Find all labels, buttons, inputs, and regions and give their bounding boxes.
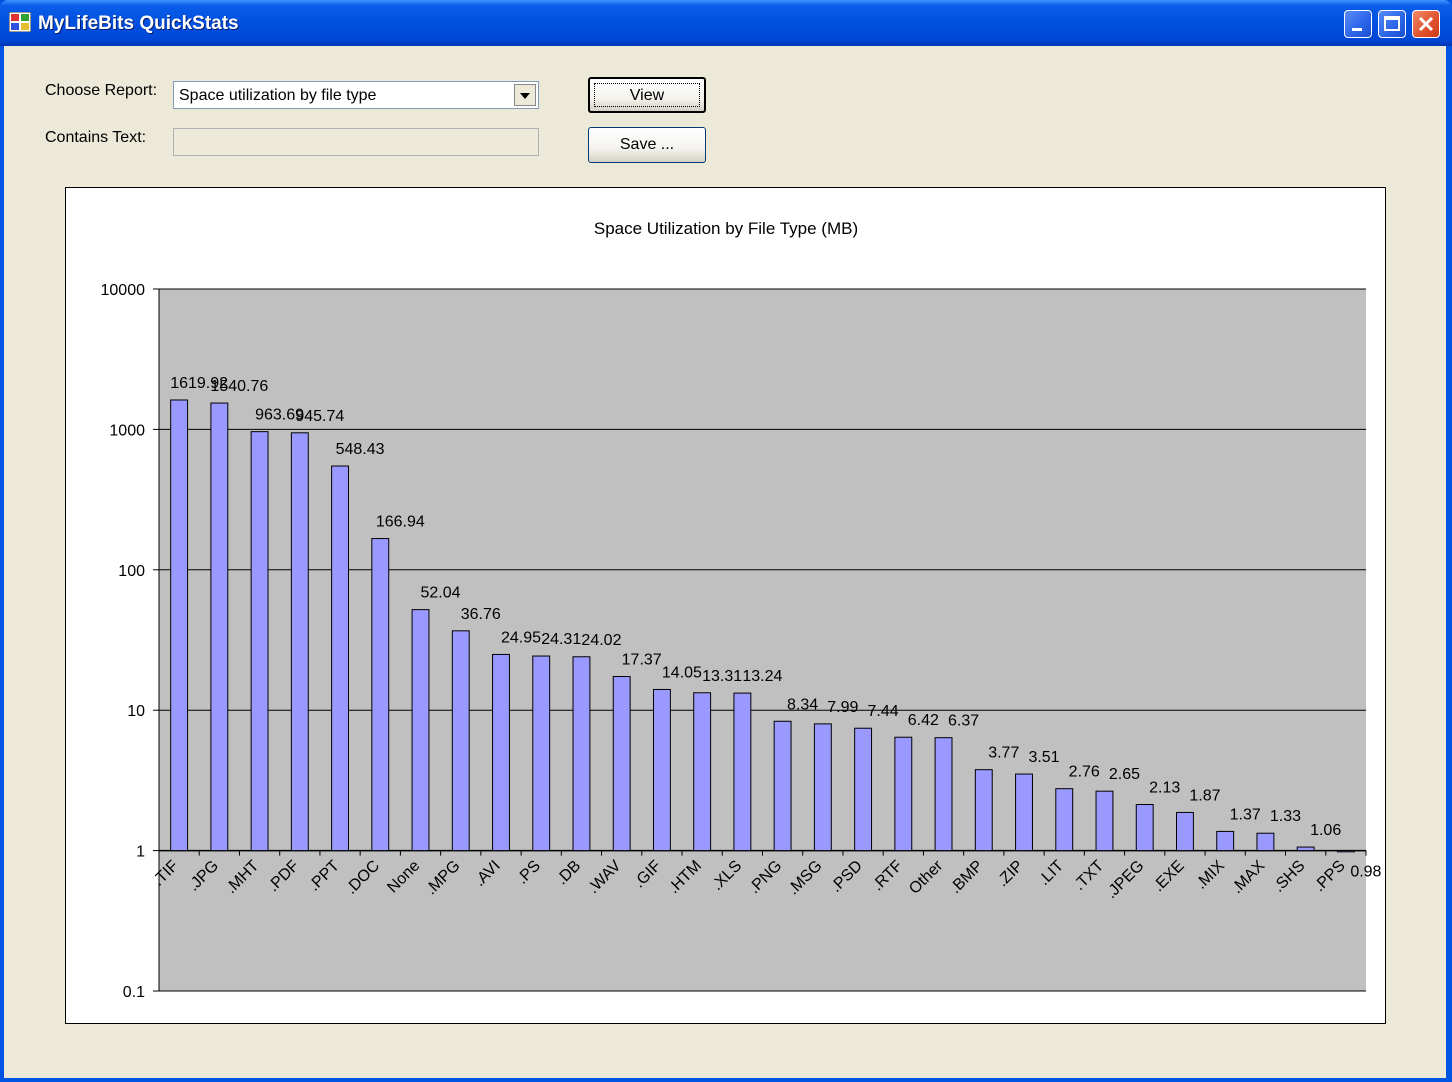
maximize-icon [1384,16,1400,31]
bar [1176,811,1194,852]
bar [733,692,752,852]
bar [572,656,591,852]
bar [1256,832,1275,852]
maximize-button[interactable] [1378,10,1406,38]
y-tick-label: 10000 [101,282,146,299]
view-button[interactable]: View [588,77,706,113]
data-label: 166.94 [376,514,425,531]
plot-area [159,289,1366,991]
data-label: 14.05 [662,664,702,681]
save-button-label: Save ... [619,136,675,153]
bar [813,723,832,852]
view-button-label: View [629,87,665,104]
y-tick-label: 1 [136,844,145,861]
y-tick-label: 0.1 [123,984,145,1001]
chart-panel: 0.1 1 10 100 1000 10000 1619.92 .TIF 1540.76 .JPG… [65,187,1386,1024]
data-label: 963.69 [255,407,304,424]
bar [1095,790,1114,852]
app-icon [9,12,31,32]
data-label: 1.37 [1230,806,1261,823]
focus-rect [594,83,700,107]
bar [612,676,631,852]
bar [250,431,269,852]
bar [894,736,913,852]
data-label: 7.99 [827,699,858,716]
data-label: 945.74 [295,408,344,425]
data-label: 24.02 [581,632,621,649]
data-label: 24.95 [501,629,541,646]
bar [693,692,712,852]
data-label: 2.13 [1149,779,1180,796]
data-label: 1619.92 [170,375,228,392]
bar [1015,773,1033,852]
data-label: 24.31 [541,631,581,648]
bar [1135,803,1154,852]
save-button[interactable]: Save ... [588,127,706,163]
data-label: 13.24 [742,668,782,685]
data-label: 8.34 [787,696,818,713]
data-label: 7.44 [868,703,899,720]
data-label: 1540.76 [210,378,268,395]
data-label: 3.51 [1028,749,1059,766]
data-label: 2.76 [1069,764,1100,781]
minimize-button[interactable] [1344,10,1372,38]
bar [854,727,873,852]
bar [170,399,189,852]
bar [934,737,953,852]
report-select-value: Space utilization by file type [179,87,377,104]
bar [1055,788,1074,852]
data-label: 548.43 [336,441,385,458]
data-label: 6.42 [908,712,939,729]
bar [974,769,993,852]
bar [492,653,510,852]
title-bar[interactable]: MyLifeBits QuickStats [0,0,1452,46]
close-icon [1418,16,1434,32]
bar [652,688,671,852]
bar [371,538,390,852]
bar [210,402,229,852]
y-tick-label: 10 [127,703,145,720]
bar [451,630,470,852]
data-label: 2.65 [1109,766,1140,783]
data-label: 36.76 [461,606,501,623]
window-title: MyLifeBits QuickStats [38,13,239,34]
bar [411,609,430,852]
contains-text-label: Contains Text: [45,129,147,146]
y-tick-label: 1000 [109,422,145,439]
choose-report-label: Choose Report: [45,82,158,99]
bar-chart: 0.11101001000100001619.92.TIF1540.76.JPG… [101,219,1382,1001]
bar [1336,850,1355,853]
bar [773,720,792,852]
report-select[interactable]: Space utilization by file type [173,81,539,109]
bar [290,432,309,852]
data-label: 52.04 [420,585,460,602]
data-label: 3.77 [988,745,1019,762]
bar [532,655,551,852]
data-label: 17.37 [622,652,662,669]
y-tick-label: 100 [118,563,145,580]
bar [1296,846,1315,852]
data-label: 1.06 [1310,822,1341,839]
contains-text-input[interactable] [173,128,539,156]
data-label: 1.33 [1270,808,1301,825]
minimize-icon [1352,28,1362,31]
chart-title: Space Utilization by File Type (MB) [594,219,858,238]
data-label: 6.37 [948,713,979,730]
form-client-area: Choose Report: Space utilization by file… [4,46,1446,1078]
close-button[interactable] [1412,10,1440,38]
data-label: 0.98 [1350,864,1381,881]
data-label: 13.31 [702,668,742,685]
bar [1216,830,1235,852]
bar [331,465,349,852]
data-label: 1.87 [1189,787,1220,804]
chevron-down-icon[interactable] [514,84,536,106]
